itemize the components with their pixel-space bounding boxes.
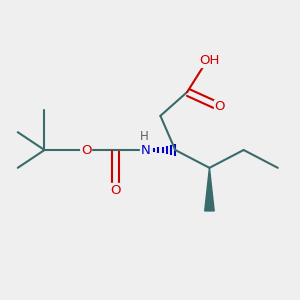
Text: O: O bbox=[214, 100, 225, 113]
Text: O: O bbox=[111, 184, 121, 196]
Text: H: H bbox=[140, 130, 148, 143]
Text: N: N bbox=[141, 143, 150, 157]
Text: O: O bbox=[81, 143, 91, 157]
Polygon shape bbox=[205, 168, 214, 211]
Text: OH: OH bbox=[199, 54, 220, 67]
